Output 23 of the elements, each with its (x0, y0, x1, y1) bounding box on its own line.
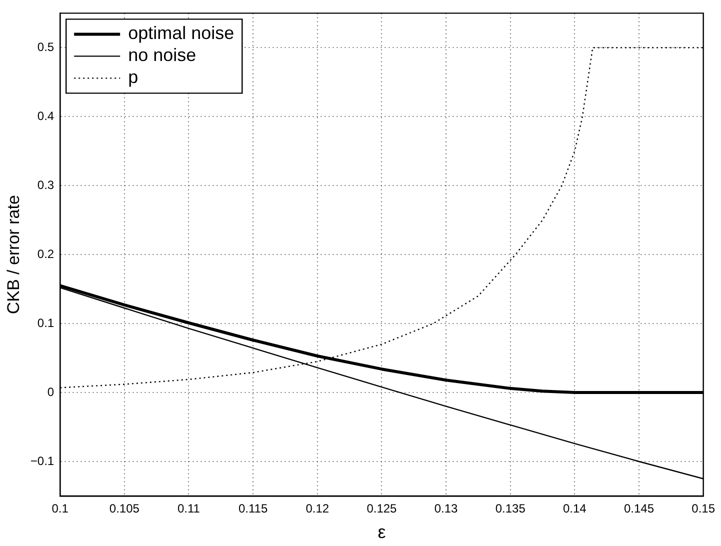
x-tick-label: 0.11 (178, 502, 200, 516)
x-tick-label: 0.125 (366, 502, 398, 516)
y-tick-label: 0 (47, 384, 54, 399)
x-tick-label: 0.135 (495, 502, 526, 516)
legend-label: optimal noise (128, 23, 234, 44)
x-tick-label: 0.12 (306, 502, 330, 516)
x-tick-label: 0.105 (109, 502, 140, 516)
y-tick-label: 0.2 (37, 246, 54, 261)
x-tick-label: 0.13 (434, 502, 458, 516)
x-tick-label: 0.145 (624, 502, 654, 516)
y-tick-label: 0.4 (37, 108, 54, 123)
y-tick-label: 0.1 (37, 316, 54, 330)
x-axis-title: ε (378, 522, 386, 542)
x-tick-label: 0.1 (52, 502, 69, 516)
x-tick-label: 0.14 (562, 502, 587, 516)
y-tick-label: −0.1 (30, 454, 54, 468)
legend-label: p (128, 67, 138, 88)
y-tick-label: 0.3 (37, 178, 54, 192)
y-axis-title: CKB / error rate (4, 195, 23, 314)
x-tick-label: 0.15 (692, 502, 716, 516)
y-tick-label: 0.5 (37, 40, 54, 54)
x-tick-label: 0.115 (238, 502, 268, 516)
legend-label: no noise (128, 45, 196, 66)
